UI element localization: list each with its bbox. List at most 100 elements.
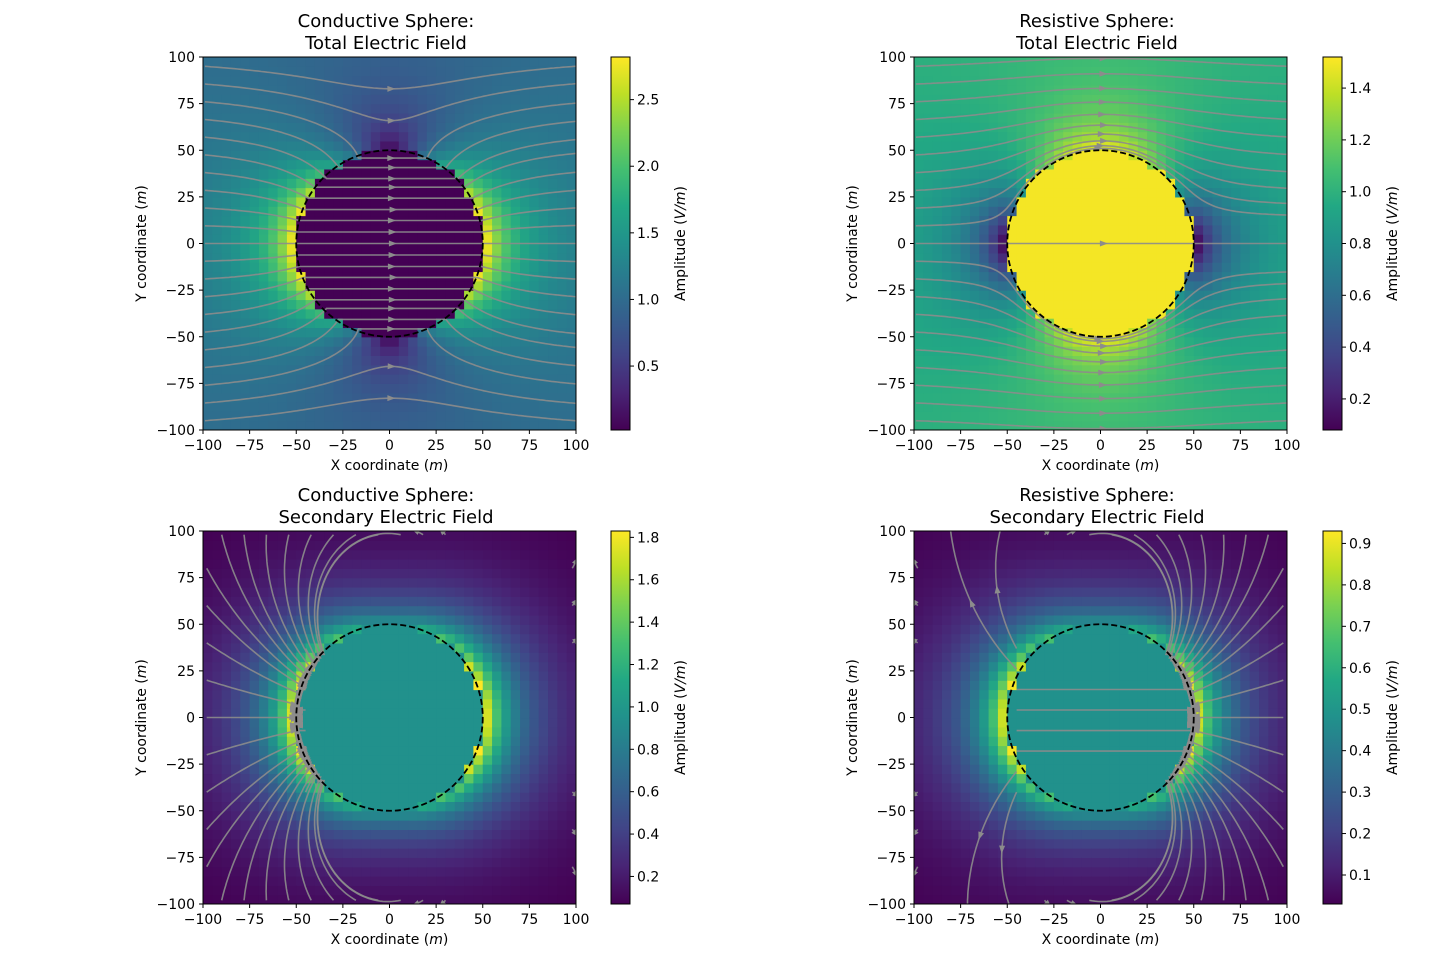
heatmap-cell: [510, 346, 521, 356]
heatmap-cell: [436, 392, 447, 403]
heatmap-cell: [1035, 168, 1046, 179]
heatmap-cell: [454, 568, 465, 579]
heatmap-cell: [445, 66, 456, 77]
heatmap-cell: [398, 642, 409, 653]
heatmap-cell: [941, 159, 952, 170]
heatmap-cell: [923, 57, 934, 67]
heatmap-cell: [482, 196, 493, 207]
heatmap-cell: [417, 670, 428, 681]
heatmap-cell: [296, 876, 307, 886]
heatmap-cell: [1221, 374, 1232, 384]
heatmap-cell: [333, 308, 344, 319]
heatmap-cell: [1259, 168, 1269, 179]
heatmap-cell: [1007, 215, 1018, 226]
heatmap-cell: [361, 196, 372, 207]
heatmap-cell: [1016, 402, 1027, 412]
heatmap-cell: [914, 215, 924, 226]
heatmap-cell: [230, 820, 241, 830]
heatmap-cell: [1025, 140, 1036, 151]
heatmap-cell: [417, 196, 428, 207]
heatmap-cell: [436, 196, 447, 207]
heatmap-cell: [417, 531, 428, 541]
y-tick-label: 75: [177, 97, 195, 113]
heatmap-cell: [352, 103, 363, 114]
heatmap-cell: [464, 75, 475, 86]
heatmap-cell: [501, 633, 512, 644]
heatmap-cell: [240, 531, 251, 541]
heatmap-cell: [240, 392, 251, 403]
heatmap-cell: [932, 140, 943, 151]
heatmap-cell: [221, 178, 232, 189]
heatmap-cell: [417, 252, 428, 263]
heatmap-cell: [296, 299, 307, 310]
heatmap-cell: [380, 84, 391, 95]
heatmap-cell: [380, 280, 391, 291]
heatmap-cell: [1221, 336, 1232, 347]
heatmap-cell: [221, 57, 232, 67]
heatmap-cell: [314, 140, 325, 151]
heatmap-cell: [1109, 271, 1120, 282]
heatmap-cell: [212, 624, 223, 635]
heatmap-cell: [548, 318, 558, 329]
heatmap-cell: [380, 708, 391, 719]
heatmap-cell: [1193, 84, 1204, 95]
heatmap-cell: [482, 689, 493, 700]
heatmap-cell: [352, 642, 363, 653]
heatmap-cell: [464, 810, 475, 821]
heatmap-cell: [510, 122, 521, 133]
heatmap-cell: [951, 290, 962, 301]
heatmap-cell: [548, 224, 558, 235]
heatmap-cell: [1100, 122, 1111, 133]
heatmap-cell: [230, 857, 241, 868]
heatmap-cell: [417, 642, 428, 653]
heatmap-cell: [1137, 122, 1148, 133]
heatmap-cell: [436, 838, 447, 849]
heatmap-cell: [454, 801, 465, 812]
heatmap-cell: [417, 680, 428, 691]
heatmap-cell: [1100, 84, 1111, 95]
heatmap-cell: [408, 140, 419, 151]
heatmap-cell: [352, 178, 363, 189]
heatmap-cell: [380, 224, 391, 235]
heatmap-cell: [1128, 224, 1139, 235]
heatmap-cell: [426, 84, 437, 95]
heatmap-cell: [557, 411, 568, 422]
heatmap-cell: [1044, 168, 1055, 179]
heatmap-cell: [914, 355, 924, 366]
heatmap-cell: [1221, 271, 1232, 282]
heatmap-cell: [445, 857, 456, 868]
heatmap-cell: [445, 894, 456, 904]
heatmap-cell: [212, 84, 223, 95]
heatmap-cell: [566, 196, 576, 207]
heatmap-cell: [240, 318, 251, 329]
heatmap-cell: [221, 262, 232, 273]
heatmap-cell: [333, 187, 344, 198]
heatmap-cell: [398, 299, 409, 310]
heatmap-cell: [914, 206, 924, 217]
heatmap-cell: [529, 829, 540, 840]
heatmap-cell: [268, 94, 279, 105]
heatmap-cell: [1249, 140, 1260, 151]
heatmap-cell: [203, 262, 213, 273]
heatmap-cell: [454, 848, 465, 858]
heatmap-cell: [1156, 252, 1167, 263]
heatmap-cell: [286, 801, 297, 812]
heatmap-cell: [997, 224, 1008, 235]
heatmap-cell: [510, 327, 521, 338]
heatmap-cell: [249, 586, 260, 597]
heatmap-cell: [482, 57, 493, 67]
heatmap-cell: [408, 178, 419, 189]
heatmap-cell: [566, 299, 576, 310]
streamline-arrow: [1100, 343, 1109, 350]
heatmap-cell: [1007, 112, 1018, 123]
heatmap-cell: [1193, 131, 1204, 142]
heatmap-cell: [380, 150, 391, 161]
heatmap-cell: [370, 689, 381, 700]
heatmap-cell: [277, 661, 288, 672]
heatmap-cell: [361, 792, 372, 803]
heatmap-cell: [1025, 318, 1036, 329]
heatmap-cell: [1109, 383, 1120, 394]
heatmap-cell: [212, 280, 223, 291]
heatmap-cell: [324, 187, 335, 198]
heatmap-cell: [286, 680, 297, 691]
